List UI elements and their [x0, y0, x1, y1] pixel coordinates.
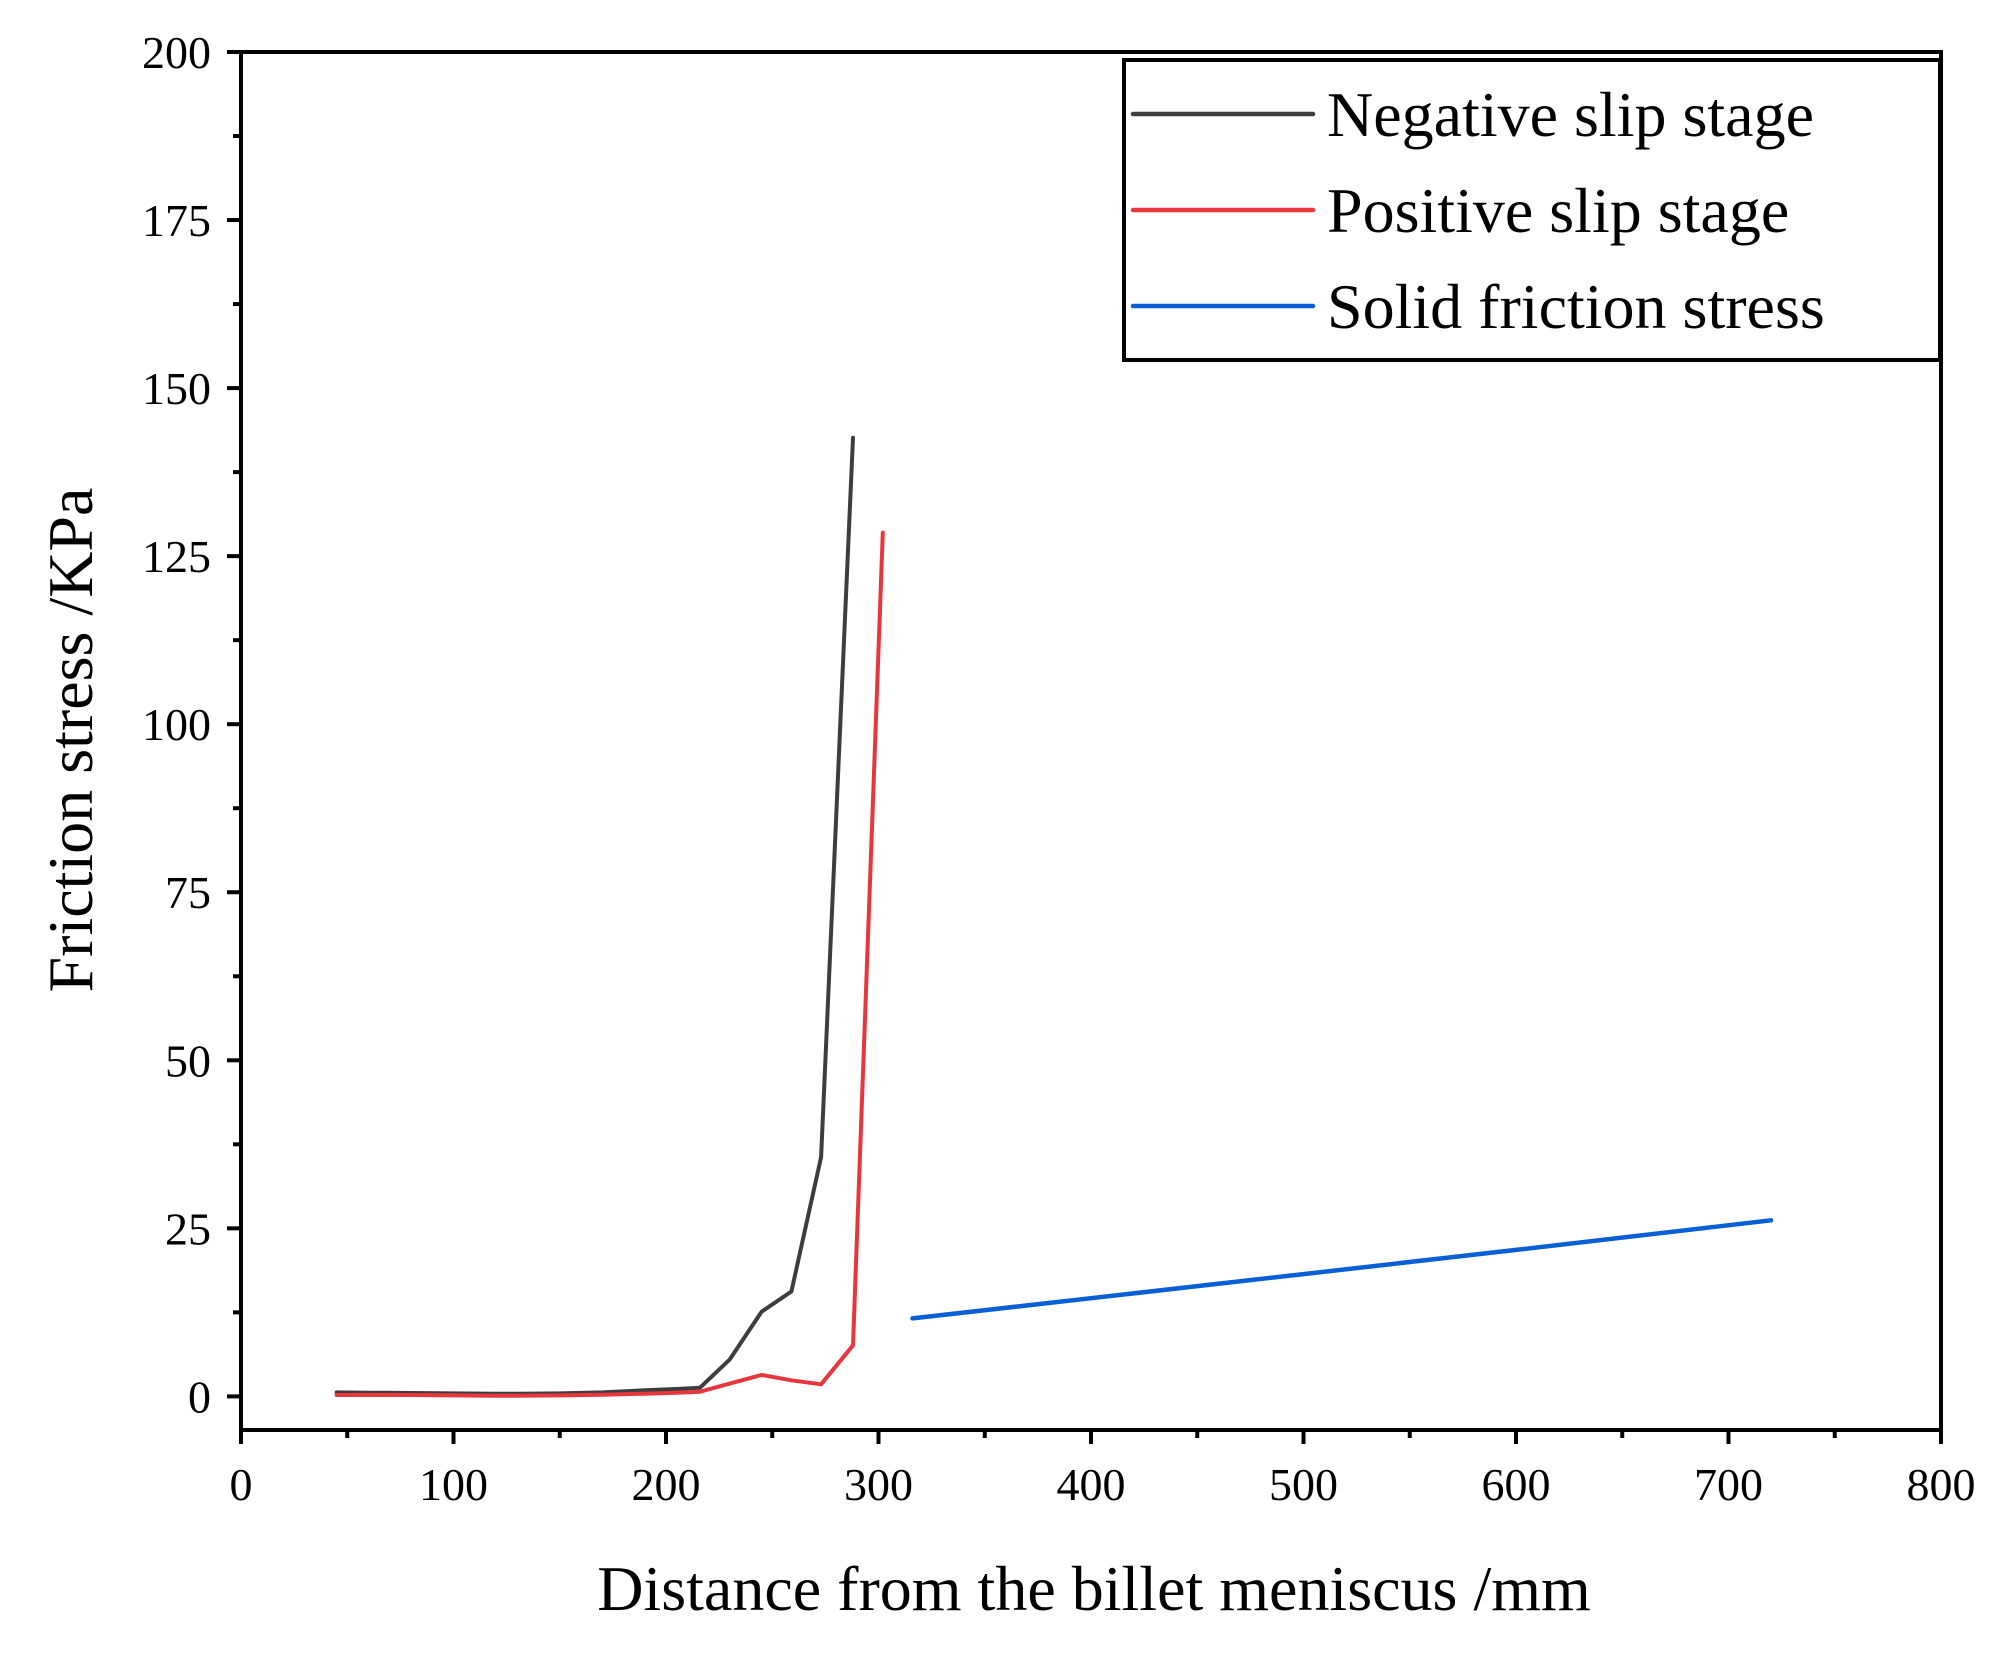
x-axis-title: Distance from the billet meniscus /mm	[597, 1553, 1591, 1624]
series-solid-friction-line	[910, 1218, 1774, 1321]
legend-label-negative-slip: Negative slip stage	[1327, 79, 1814, 150]
legend-label-positive-slip: Positive slip stage	[1327, 175, 1789, 246]
y-tick-label: 100	[142, 699, 211, 750]
x-tick-label: 600	[1482, 1459, 1551, 1510]
y-axis-title: Friction stress /KPa	[35, 488, 106, 993]
axes-layer: 0 100 200 300 400 500 600 700 800 0 25 50 75 100 125 15…	[142, 27, 1976, 1510]
x-tick-label: 0	[230, 1459, 253, 1510]
y-tick-label: 125	[142, 531, 211, 582]
x-tick-label: 100	[419, 1459, 488, 1510]
x-tick-label: 700	[1694, 1459, 1763, 1510]
legend: Negative slip stage Positive slip stage …	[1122, 58, 1942, 362]
y-tick-label: 50	[165, 1035, 211, 1086]
y-tick-label: 0	[188, 1371, 211, 1422]
series-layer	[334, 435, 1774, 1398]
series-positive-slip-line	[334, 530, 885, 1398]
y-tick-label: 75	[165, 867, 211, 918]
legend-label-solid-friction: Solid friction stress	[1327, 271, 1825, 342]
series-negative-slip-line	[334, 435, 855, 1396]
y-tick-label: 200	[142, 27, 211, 78]
x-tick-label: 500	[1269, 1459, 1338, 1510]
x-tick-label: 800	[1907, 1459, 1976, 1510]
x-tick-label: 200	[632, 1459, 701, 1510]
x-tick-label: 300	[844, 1459, 913, 1510]
y-tick-label: 175	[142, 195, 211, 246]
y-tick-label: 25	[165, 1203, 211, 1254]
y-tick-label: 150	[142, 363, 211, 414]
x-tick-label: 400	[1057, 1459, 1126, 1510]
